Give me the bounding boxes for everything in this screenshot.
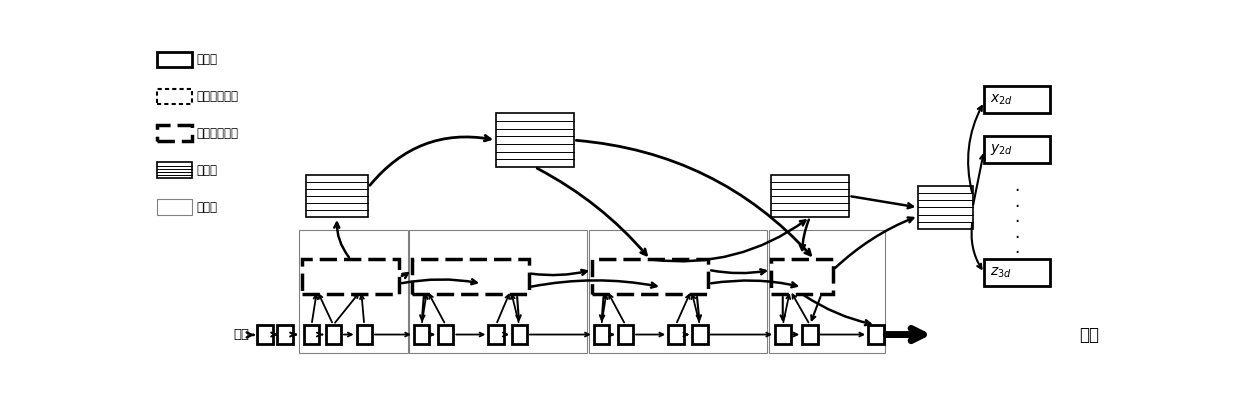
Bar	[299, 230, 408, 354]
Text: 行卷积: 行卷积	[196, 164, 217, 177]
Text: $z_{3d}$: $z_{3d}$	[991, 266, 1012, 280]
Bar	[258, 325, 273, 344]
Bar	[985, 86, 1050, 113]
Bar	[496, 113, 573, 167]
Text: .: .	[1014, 223, 1019, 242]
Bar	[304, 325, 319, 344]
Text: .: .	[1014, 239, 1019, 257]
Bar	[511, 325, 527, 344]
Bar	[325, 325, 341, 344]
Text: $y_{2d}$: $y_{2d}$	[991, 142, 1013, 157]
Text: .: .	[1014, 177, 1019, 195]
Bar	[775, 325, 791, 344]
Bar	[596, 263, 618, 290]
Bar	[500, 263, 522, 290]
Bar	[668, 325, 683, 344]
Bar	[771, 175, 848, 217]
Bar	[681, 263, 702, 290]
Bar	[303, 259, 399, 294]
Bar	[157, 88, 192, 104]
Text: .: .	[1014, 254, 1019, 272]
Bar	[618, 325, 634, 344]
Bar	[157, 162, 192, 178]
Text: .: .	[1014, 193, 1019, 211]
Bar	[777, 263, 802, 290]
Text: $x_{2d}$: $x_{2d}$	[991, 93, 1013, 107]
Bar	[802, 325, 817, 344]
Bar	[438, 325, 454, 344]
Bar	[868, 325, 883, 344]
Bar	[769, 230, 885, 354]
Bar	[157, 126, 192, 141]
Bar	[414, 325, 429, 344]
Bar	[692, 325, 708, 344]
Text: 卷积块: 卷积块	[196, 53, 217, 66]
Text: 卷积组: 卷积组	[196, 201, 217, 214]
Text: 组内特征融合: 组内特征融合	[196, 90, 238, 103]
Bar	[591, 259, 708, 294]
Bar	[489, 325, 503, 344]
Bar	[919, 186, 972, 229]
Bar	[985, 259, 1050, 286]
Text: 组间特征融合: 组间特征融合	[196, 127, 238, 140]
Bar	[417, 263, 438, 290]
Bar	[412, 259, 528, 294]
Text: 输出: 输出	[1079, 326, 1099, 343]
Bar	[594, 325, 609, 344]
Bar	[357, 325, 372, 344]
Bar	[589, 230, 768, 354]
Bar	[278, 325, 293, 344]
Bar	[985, 136, 1050, 163]
Bar	[306, 263, 327, 290]
Bar	[409, 230, 588, 354]
Bar	[306, 175, 368, 217]
Bar	[157, 52, 192, 67]
Bar	[771, 259, 833, 294]
Text: .: .	[1014, 208, 1019, 226]
Text: 输入: 输入	[233, 328, 249, 341]
Bar	[157, 200, 192, 215]
Bar	[350, 263, 372, 290]
